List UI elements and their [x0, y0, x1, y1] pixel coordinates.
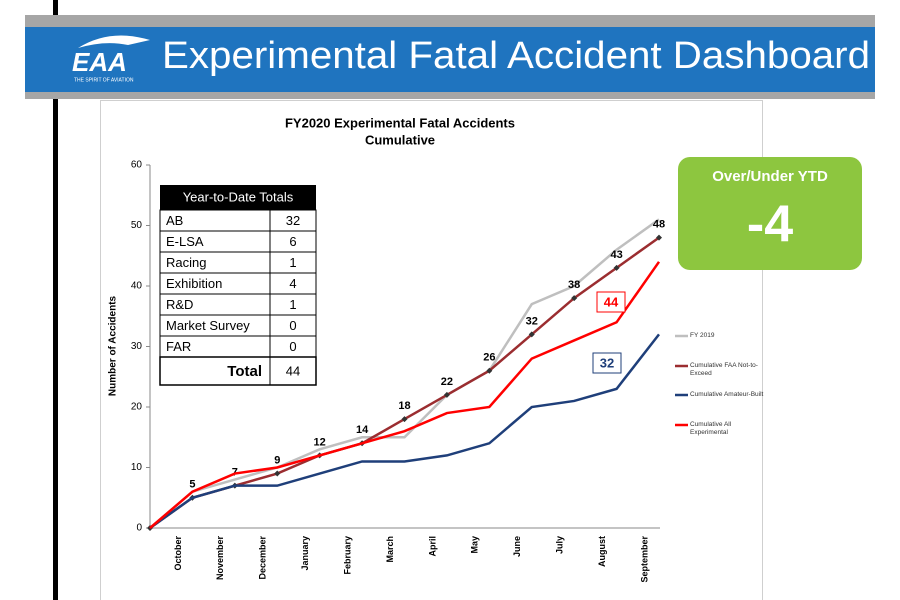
series-line [149, 218, 660, 529]
logo-wing [78, 35, 150, 48]
table-cell: Exhibition [166, 276, 222, 291]
y-tick-label: 30 [131, 341, 143, 352]
x-tick-label: December [258, 536, 268, 580]
series-line [149, 261, 661, 529]
data-label: 43 [610, 249, 622, 261]
x-tick-label: September [639, 536, 649, 583]
table-total-label: Total [227, 363, 262, 380]
x-tick-label: November [215, 536, 225, 581]
point-marker [528, 331, 535, 338]
over-under-card [678, 157, 862, 270]
annotation: 32 [600, 355, 614, 370]
point-marker [613, 264, 620, 271]
y-tick-label: 0 [136, 523, 142, 534]
table-cell: 1 [289, 297, 296, 312]
data-label: 22 [441, 376, 453, 388]
table-title: Year-to-Date Totals [183, 189, 294, 204]
table-cell: AB [166, 213, 183, 228]
data-label: 12 [314, 436, 326, 448]
table-total-row [159, 356, 317, 386]
table-cell: Racing [166, 255, 206, 270]
table-cell: 0 [289, 339, 296, 354]
y-tick-label: 10 [131, 462, 143, 473]
legend-label: Cumulative All Experimental [690, 421, 732, 436]
annotation-box [592, 352, 622, 374]
table-cell: Market Survey [166, 318, 250, 333]
header-band [25, 27, 875, 92]
table-cell: 0 [289, 318, 296, 333]
legend-label: Cumulative FAA Not-to-Exceed [690, 362, 758, 377]
table-cell: FAR [166, 339, 191, 354]
table-cell: E-LSA [166, 234, 204, 249]
data-label: 48 [653, 219, 665, 231]
point-marker [443, 391, 450, 398]
x-tick-label: July [555, 536, 565, 554]
page-title: Experimental Fatal Accident Dashboard [162, 35, 870, 77]
over-under-label: Over/Under YTD [712, 168, 828, 185]
legend-label: FY 2019 [690, 332, 715, 339]
over-under-value: -4 [747, 196, 793, 254]
logo-tagline: THE SPIRIT OF AVIATION [74, 77, 134, 83]
point-marker [274, 470, 281, 477]
series-line [149, 333, 660, 530]
x-tick-label: January [300, 536, 310, 571]
y-axis-label: Number of Accidents [108, 295, 119, 396]
x-tick-label: May [470, 536, 480, 554]
point-marker [486, 367, 493, 374]
data-label: 14 [356, 424, 369, 436]
header-stripe [25, 92, 875, 99]
x-tick-label: August [597, 536, 607, 567]
y-tick-label: 40 [131, 281, 143, 292]
annotation: 44 [604, 294, 619, 309]
data-label: 18 [398, 400, 410, 412]
y-tick-label: 20 [131, 402, 143, 413]
table-cell: 6 [289, 234, 296, 249]
x-tick-label: February [342, 536, 352, 575]
table-total-value: 44 [286, 363, 300, 378]
data-label: 32 [526, 315, 538, 327]
chart-subtitle: Cumulative [365, 132, 435, 147]
chart-title: FY2020 Experimental Fatal Accidents [285, 115, 515, 130]
table-cell: R&D [166, 297, 193, 312]
data-label: 38 [568, 279, 580, 291]
table-cell: 1 [289, 255, 296, 270]
table-header [160, 185, 316, 210]
header-stripe [25, 15, 875, 27]
data-label: 5 [189, 479, 195, 491]
point-marker [401, 416, 408, 423]
x-tick-label: March [385, 536, 395, 563]
logo: EAA [72, 47, 127, 77]
x-tick-label: June [512, 536, 522, 557]
x-tick-label: October [173, 536, 183, 571]
legend-label: Cumulative Amateur-Built [690, 391, 764, 398]
point-marker [656, 234, 662, 241]
point-marker [571, 295, 578, 302]
y-tick-label: 60 [131, 160, 143, 171]
table-cell: 32 [286, 213, 300, 228]
table-cell: 4 [289, 276, 296, 291]
y-tick-label: 50 [131, 220, 143, 231]
annotation-box [596, 291, 626, 313]
x-tick-label: April [427, 536, 437, 557]
data-label: 9 [274, 454, 280, 466]
data-label: 26 [483, 352, 495, 364]
